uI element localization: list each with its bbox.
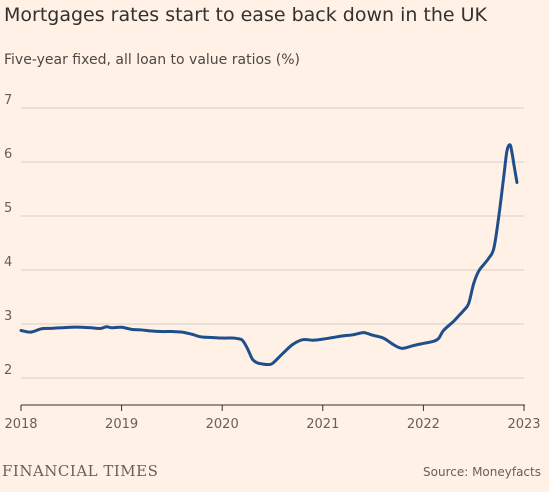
y-tick-label: 7 bbox=[4, 93, 12, 108]
y-tick-label: 2 bbox=[4, 363, 12, 378]
x-axis bbox=[20, 404, 525, 411]
x-tick-label: 2019 bbox=[105, 417, 138, 432]
x-tick-label: 2021 bbox=[306, 417, 339, 432]
y-tick-label: 3 bbox=[4, 309, 12, 324]
ft-logo: FINANCIAL TIMES bbox=[2, 462, 159, 480]
gridlines bbox=[21, 107, 524, 379]
x-tick-labels: 2018 2019 2020 2021 2022 2023 bbox=[4, 417, 540, 432]
chart-title: Mortgages rates start to ease back down … bbox=[4, 4, 488, 26]
y-tick-label: 6 bbox=[4, 147, 12, 162]
x-tick-label: 2022 bbox=[407, 417, 440, 432]
x-tick-label: 2023 bbox=[507, 417, 540, 432]
x-tick-label: 2020 bbox=[206, 417, 239, 432]
y-tick-labels: 2 3 4 5 6 7 bbox=[4, 93, 12, 378]
series-layer bbox=[19, 143, 519, 367]
series-line-0 bbox=[19, 143, 519, 367]
source-note: Source: Moneyfacts bbox=[423, 465, 541, 479]
y-tick-label: 4 bbox=[4, 255, 12, 270]
x-tick-label: 2018 bbox=[4, 417, 37, 432]
y-tick-label: 5 bbox=[4, 201, 12, 216]
chart-subtitle: Five-year fixed, all loan to value ratio… bbox=[4, 52, 300, 68]
